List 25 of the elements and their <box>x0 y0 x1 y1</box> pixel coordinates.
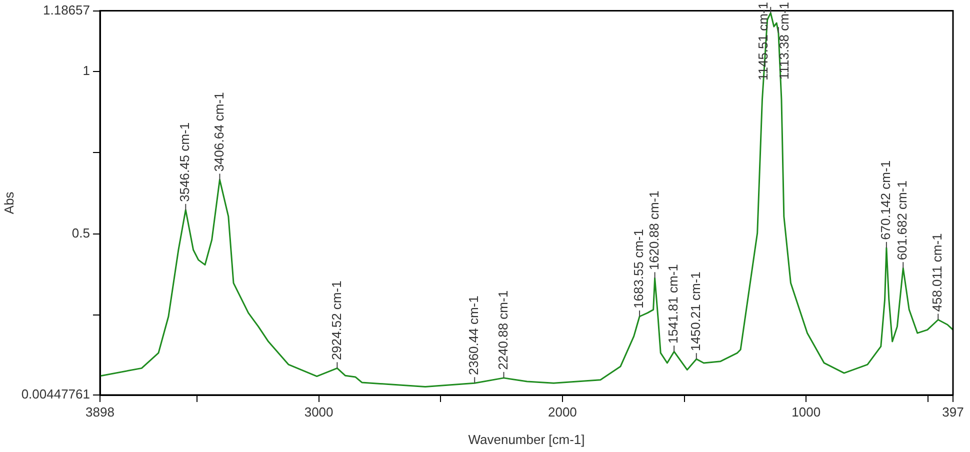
x-tick-label: 1000 <box>792 404 821 420</box>
annotation: 1450.21 cm-1 <box>688 272 703 352</box>
x-tick-label: 2000 <box>548 404 577 420</box>
annotation: 458.011 cm-1 <box>930 233 945 312</box>
annotation: 1113.38 cm-1 <box>776 2 792 80</box>
annotation: 670.142 cm-1 <box>878 160 894 240</box>
annotation: 601.682 cm-1 <box>894 180 910 260</box>
annotation: 2360.44 cm-1 <box>466 296 482 376</box>
x-tick-label: 3898 <box>86 404 114 420</box>
y-tick-label: 0.00447761 <box>21 386 90 402</box>
y-tick-label: 1.18657 <box>43 2 90 18</box>
y-tick-label: 1 <box>82 63 90 78</box>
y-axis-title: Abs <box>1 191 16 214</box>
annotation: 3546.45 cm-1 <box>177 122 192 202</box>
x-axis-title: Wavenumber [cm-1] <box>468 432 585 447</box>
annotation: 1145.51 cm-1 <box>756 2 771 81</box>
x-tick-label: 397 <box>942 404 964 420</box>
annotation: 2924.52 cm-1 <box>328 280 344 360</box>
annotation: 1620.88 cm-1 <box>646 190 662 270</box>
x-tick-label: 3000 <box>304 404 334 420</box>
annotation: 1683.55 cm-1 <box>631 229 646 308</box>
annotation: 3406.64 cm-1 <box>211 92 226 172</box>
annotation: 1541.81 cm-1 <box>666 264 681 344</box>
y-tick-label: 0.5 <box>72 226 90 241</box>
annotation: 2240.88 cm-1 <box>495 290 510 370</box>
